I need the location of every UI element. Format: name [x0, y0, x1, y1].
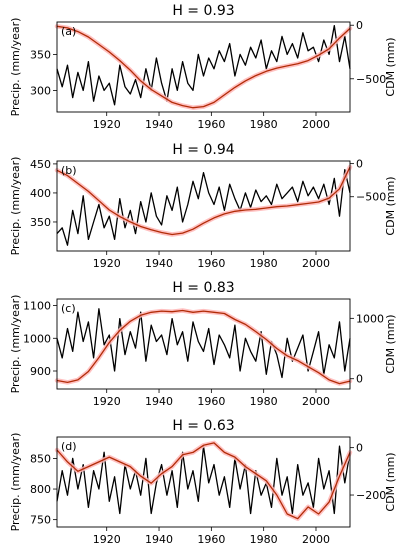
panel-a: H = 0.93 1920 1940 1960 1980 2000 300 350 −500 0 (…	[9, 3, 397, 131]
y-right-axis-label: CDM (mm)	[384, 176, 397, 235]
x-tick-label: 1980	[250, 533, 278, 546]
x-tick-label: 1940	[145, 118, 173, 131]
y-left-tick-label: 350	[30, 216, 51, 229]
x-tick-label: 1980	[250, 257, 278, 270]
y-right-tick-label: −500	[356, 191, 386, 204]
panel-title: H = 0.83	[172, 280, 234, 296]
y-right-tick-label: −500	[356, 73, 386, 86]
cdm-line	[56, 442, 351, 520]
y-left-tick-label: 350	[30, 48, 51, 61]
panel-label: (b)	[61, 164, 77, 177]
y-right-axis-label: CDM (mm)	[384, 314, 397, 373]
x-tick-label: 1980	[250, 118, 278, 131]
cdm-line	[56, 166, 351, 236]
panel-label: (c)	[61, 302, 76, 315]
y-right-axis-label: CDM (mm)	[384, 37, 397, 96]
x-tick-label: 1960	[197, 118, 225, 131]
panel-d: H = 0.63 1920 1940 1960 1980 2000 750 800 850 −20…	[9, 418, 397, 546]
y-left-tick-label: 300	[30, 84, 51, 97]
x-tick-label: 2000	[302, 395, 330, 408]
x-tick-label: 1960	[197, 533, 225, 546]
precip-line	[56, 308, 351, 379]
cdm-line	[56, 309, 351, 385]
panel-title: H = 0.93	[172, 3, 234, 19]
plot-frame	[56, 298, 351, 390]
x-tick-label: 1920	[93, 118, 121, 131]
y-left-tick-label: 750	[30, 514, 51, 527]
precip-line	[56, 445, 351, 515]
y-right-tick-label: 1000	[356, 312, 384, 325]
panel-label: (a)	[61, 25, 76, 38]
x-tick-label: 1980	[250, 395, 278, 408]
x-tick-label: 2000	[302, 257, 330, 270]
panel-title: H = 0.63	[172, 418, 234, 434]
x-tick-label: 1960	[197, 257, 225, 270]
y-left-tick-label: 1100	[23, 300, 51, 313]
panel-title: H = 0.94	[172, 142, 234, 158]
y-left-tick-label: 450	[30, 158, 51, 171]
x-tick-label: 2000	[302, 533, 330, 546]
panel-b: H = 0.94 1920 1940 1960 1980 2000 350 400 450 −50…	[9, 142, 397, 270]
plot-frame	[56, 21, 351, 113]
y-right-tick-label: 0	[356, 19, 363, 32]
plot-frame	[56, 436, 351, 528]
panel-c: H = 0.83 1920 1940 1960 1980 2000 900 1000 1100 0…	[9, 280, 397, 408]
y-right-tick-label: −200	[356, 489, 386, 502]
cdm-line	[56, 25, 351, 109]
y-left-axis-label: Precip. (mm/year)	[9, 433, 22, 532]
cdm-line-shadow	[54, 24, 353, 110]
cdm-line-shadow	[54, 440, 353, 521]
y-left-tick-label: 800	[30, 483, 51, 496]
x-tick-label: 1920	[93, 395, 121, 408]
y-right-axis-label: CDM (mm)	[384, 452, 397, 511]
y-left-tick-label: 400	[30, 187, 51, 200]
x-tick-label: 1920	[93, 257, 121, 270]
y-right-tick-label: 0	[356, 442, 363, 455]
y-right-tick-label: 0	[356, 373, 363, 386]
y-left-tick-label: 1000	[23, 332, 51, 345]
x-tick-label: 2000	[302, 118, 330, 131]
x-tick-label: 1960	[197, 395, 225, 408]
precip-line	[56, 169, 351, 246]
precip-line	[56, 24, 351, 106]
cdm-line-shadow	[54, 164, 353, 237]
x-tick-label: 1940	[145, 533, 173, 546]
y-left-tick-label: 900	[30, 365, 51, 378]
panel-label: (d)	[61, 440, 77, 453]
y-left-tick-label: 850	[30, 452, 51, 465]
x-tick-label: 1940	[145, 395, 173, 408]
plot-frame	[56, 160, 351, 252]
y-right-tick-label: 0	[356, 158, 363, 171]
x-tick-label: 1920	[93, 533, 121, 546]
y-left-axis-label: Precip. (mm/year)	[9, 157, 22, 256]
x-tick-label: 1940	[145, 257, 173, 270]
y-left-axis-label: Precip. (mm/year)	[9, 295, 22, 394]
y-left-axis-label: Precip. (mm/year)	[9, 18, 22, 117]
